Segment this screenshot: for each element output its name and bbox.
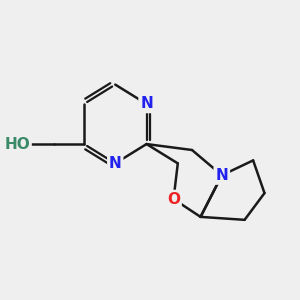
Text: N: N — [215, 168, 228, 183]
Text: HO: HO — [4, 136, 30, 152]
Text: N: N — [215, 168, 228, 183]
Text: N: N — [140, 96, 153, 111]
Text: O: O — [167, 191, 180, 206]
Text: N: N — [109, 156, 122, 171]
